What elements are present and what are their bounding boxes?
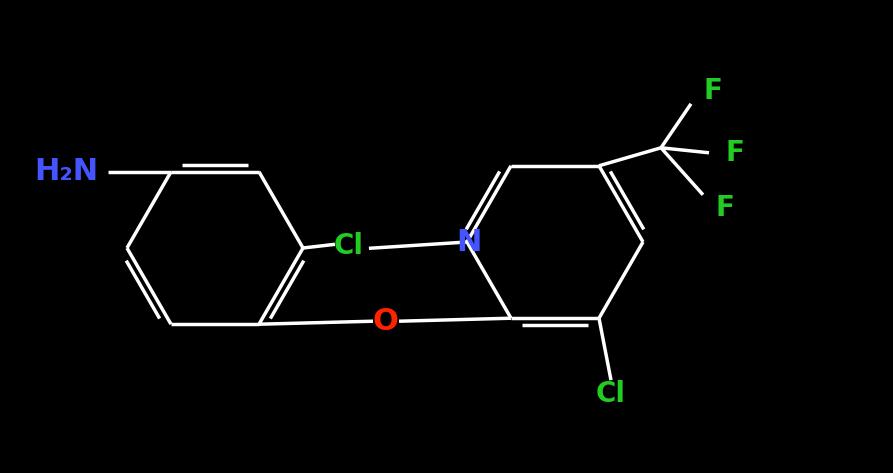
Text: N: N [456,228,481,256]
Text: O: O [372,307,398,336]
Text: H₂N: H₂N [34,158,98,186]
Text: Cl: Cl [334,232,364,260]
Text: F: F [725,139,744,167]
Text: F: F [716,194,735,222]
Text: Cl: Cl [596,380,626,408]
Text: F: F [704,77,722,105]
